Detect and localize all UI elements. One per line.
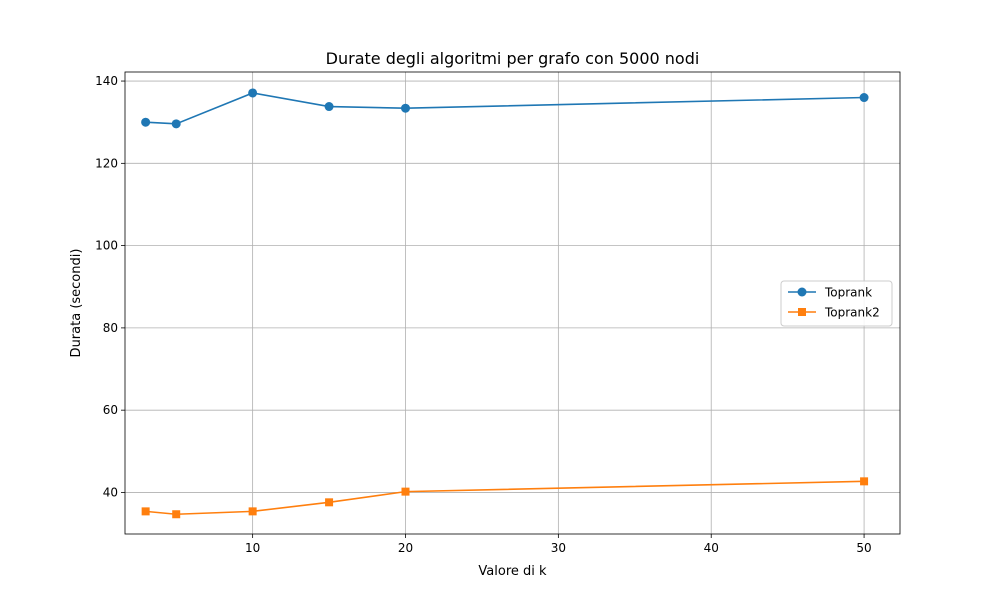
legend-marker [797, 287, 807, 297]
data-point-toprank [324, 102, 334, 112]
data-point-toprank [248, 88, 258, 98]
chart-title: Durate degli algoritmi per grafo con 500… [326, 49, 700, 68]
series-toprank2 [141, 477, 869, 519]
data-point-toprank2 [401, 487, 410, 496]
series-line-toprank [145, 92, 865, 125]
x-tick-label: 30 [551, 541, 566, 555]
grid [125, 72, 900, 534]
x-axis-label: Valore di k [478, 564, 547, 579]
data-point-toprank2 [860, 477, 869, 486]
data-point-toprank2 [172, 510, 181, 519]
plot-area [125, 72, 900, 534]
series-toprank [141, 88, 869, 129]
x-tick-label: 10 [245, 541, 260, 555]
axes: 10 20 30 40 50 40 60 80 100 120 140 [95, 71, 901, 555]
x-tick-label: 50 [856, 541, 871, 555]
data-point-toprank [141, 117, 151, 127]
y-tick-label: 40 [103, 485, 118, 499]
data-point-toprank2 [141, 507, 150, 516]
plot-frame [124, 71, 901, 535]
data-point-toprank [859, 93, 869, 103]
y-tick-label: 100 [95, 239, 118, 253]
data-point-toprank [171, 119, 181, 129]
y-tick-label: 140 [95, 74, 118, 88]
series-line-toprank2 [145, 480, 865, 516]
legend-label: Toprank2 [824, 306, 880, 320]
legend-label: Toprank [824, 286, 872, 300]
x-tick-label: 40 [704, 541, 719, 555]
y-tick-label: 120 [95, 156, 118, 170]
series-layer [141, 88, 869, 519]
data-point-toprank2 [248, 507, 257, 516]
legend-marker [798, 308, 806, 316]
legend: Toprank Toprank2 [780, 280, 893, 327]
y-tick-label: 60 [103, 403, 118, 417]
y-axis-label: Durata (secondi) [69, 249, 84, 358]
data-point-toprank [400, 103, 410, 113]
x-tick-label: 20 [398, 541, 413, 555]
data-point-toprank2 [325, 498, 334, 507]
y-tick-label: 80 [103, 321, 118, 335]
